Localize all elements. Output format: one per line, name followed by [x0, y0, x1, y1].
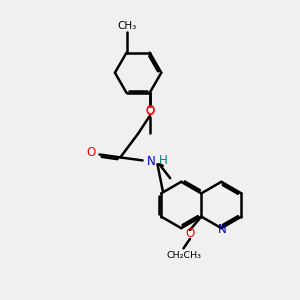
- Text: N: N: [146, 155, 155, 168]
- Text: N: N: [218, 223, 226, 236]
- Text: O: O: [86, 146, 96, 160]
- Text: O: O: [145, 104, 154, 117]
- Text: CH₂CH₃: CH₂CH₃: [167, 251, 202, 260]
- Text: O: O: [145, 105, 154, 118]
- Text: CH₃: CH₃: [117, 22, 136, 32]
- Text: H: H: [159, 154, 168, 167]
- Text: O: O: [185, 227, 195, 240]
